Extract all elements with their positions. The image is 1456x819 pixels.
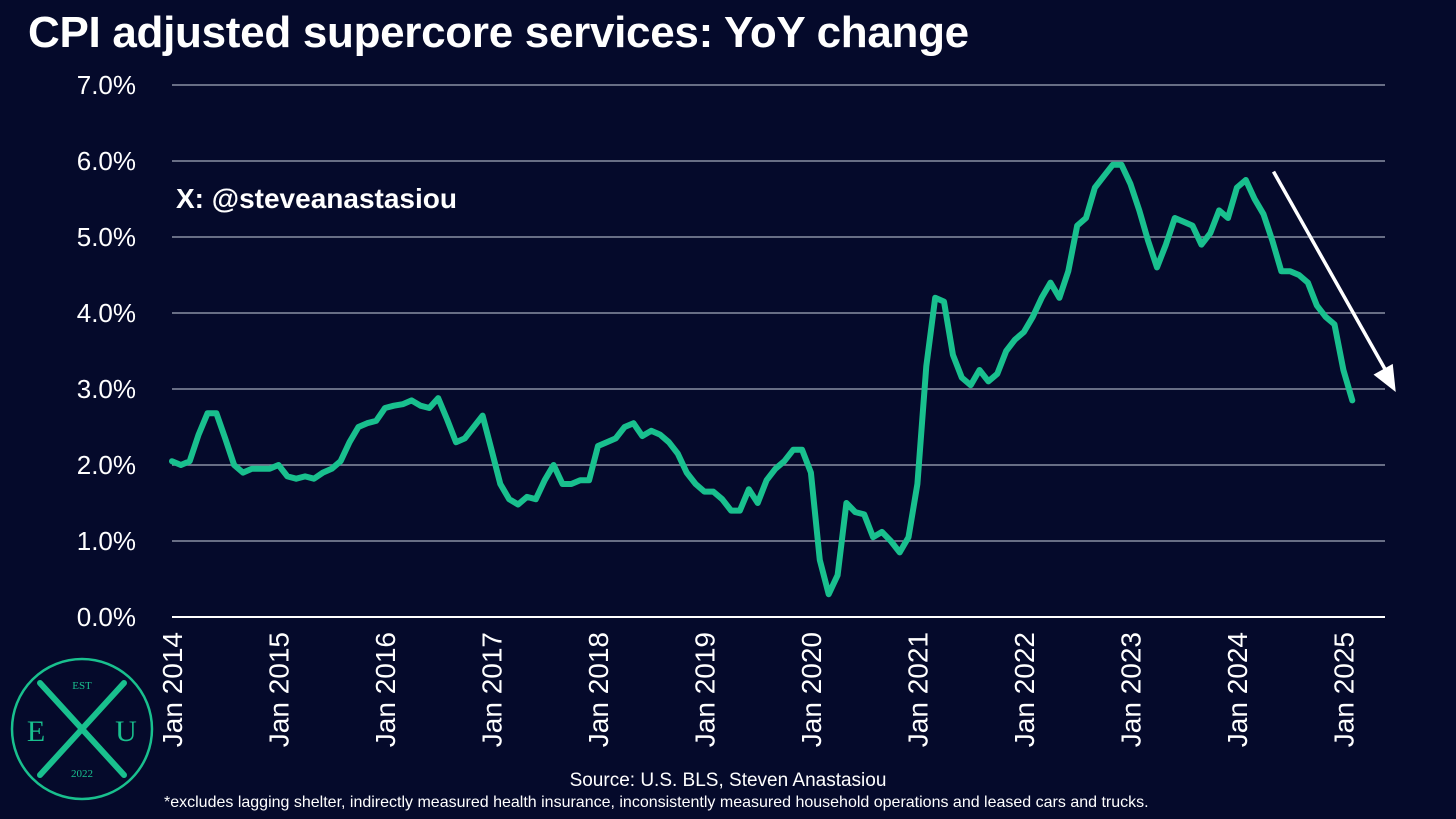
y-tick-label: 7.0% <box>77 70 136 100</box>
x-tick-label: Jan 2018 <box>583 632 614 747</box>
logo-cross-b <box>37 680 127 778</box>
exu-logo: EST E U 2022 <box>10 657 154 801</box>
gridlines <box>172 84 1385 618</box>
x-tick-label: Jan 2016 <box>370 632 401 747</box>
x-tick-label: Jan 2024 <box>1222 632 1253 747</box>
y-axis-ticks: 0.0% 1.0% 2.0% 3.0% 4.0% 5.0% 6.0% 7.0% <box>77 70 136 632</box>
footnote-text: *excludes lagging shelter, indirectly me… <box>164 794 1149 811</box>
y-tick-label: 2.0% <box>77 450 136 480</box>
x-axis-ticks: Jan 2014 Jan 2015 Jan 2016 Jan 2017 Jan 2018… <box>157 632 1359 747</box>
series-line <box>169 161 1356 598</box>
logo-top: EST <box>72 680 92 692</box>
logo-right: U <box>115 715 137 748</box>
trend-arrow-head <box>1373 363 1396 392</box>
x-tick-label: Jan 2022 <box>1009 632 1040 747</box>
series-layer <box>169 161 1356 598</box>
x-tick-label: Jan 2020 <box>796 632 827 747</box>
chart-title: CPI adjusted supercore services: YoY cha… <box>28 8 969 57</box>
y-tick-label: 1.0% <box>77 526 136 556</box>
logo-ring <box>10 657 154 801</box>
logo-left: E <box>27 715 45 748</box>
y-tick-label: 4.0% <box>77 298 136 328</box>
twitter-handle-annotation: X: @steveanastasiou <box>176 183 457 214</box>
y-tick-label: 5.0% <box>77 222 136 252</box>
source-text: Source: U.S. BLS, Steven Anastasiou <box>569 770 887 791</box>
logo-bottom: 2022 <box>71 768 93 780</box>
x-tick-label: Jan 2019 <box>689 632 720 747</box>
x-tick-label: Jan 2015 <box>263 632 294 747</box>
y-tick-label: 6.0% <box>77 146 136 176</box>
trend-arrow <box>1271 170 1396 392</box>
y-tick-label: 0.0% <box>77 602 136 632</box>
x-tick-label: Jan 2017 <box>476 632 507 747</box>
y-tick-label: 3.0% <box>77 374 136 404</box>
x-tick-label: Jan 2014 <box>157 632 188 747</box>
x-tick-label: Jan 2021 <box>902 632 933 747</box>
x-tick-label: Jan 2023 <box>1115 632 1146 747</box>
x-tick-label: Jan 2025 <box>1328 632 1359 747</box>
trend-arrow-shaft <box>1271 170 1390 375</box>
